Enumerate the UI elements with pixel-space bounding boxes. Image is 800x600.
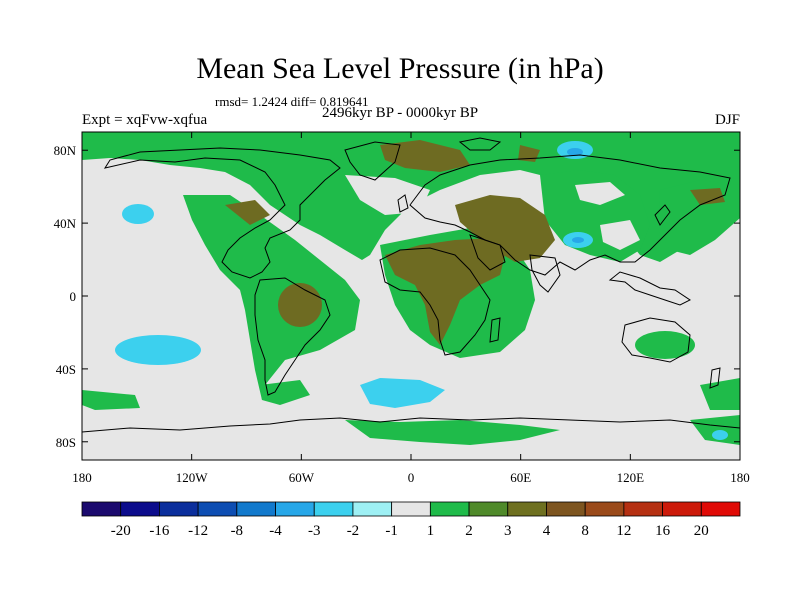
experiment-label: Expt = xqFvw-xqfua xyxy=(82,112,208,128)
colorbar-label: -8 xyxy=(231,523,244,539)
anomaly-region xyxy=(380,140,470,172)
colorbar-label: 1 xyxy=(427,523,435,539)
colorbar-swatch xyxy=(313,501,354,517)
colorbar-swatch xyxy=(700,501,741,517)
anomaly-region xyxy=(690,415,740,445)
y-tick-label: 40S xyxy=(56,362,76,377)
colorbar-label: 4 xyxy=(543,523,551,539)
coastline-australia xyxy=(621,317,691,363)
coastline-southeast-asia xyxy=(608,271,691,306)
anomaly-region xyxy=(115,335,201,365)
colorbar-label: -2 xyxy=(347,523,360,539)
colorbar-swatch xyxy=(352,501,393,517)
y-axis: 80N 40N 0 40S 80S xyxy=(54,143,740,450)
coastlines xyxy=(82,137,740,433)
colorbar-label: -4 xyxy=(269,523,282,539)
coastline-arabia xyxy=(469,234,506,271)
anomaly-olive-regions xyxy=(225,140,725,345)
colorbar-swatch xyxy=(159,501,199,517)
anomaly-region xyxy=(183,195,360,400)
anomaly-region xyxy=(360,378,445,408)
colorbar: -20 -16 -12 -8 -4 -3 -2 -1 1 2 3 4 8 12 16 20 xyxy=(81,501,741,539)
x-tick-label: 120W xyxy=(176,470,209,485)
y-tick-label: 0 xyxy=(70,289,77,304)
coastline-arctic-islands xyxy=(458,137,502,151)
period-subtitle: 2496kyr BP - 0000kyr BP xyxy=(321,105,479,121)
coastline-japan xyxy=(654,204,671,226)
anomaly-region xyxy=(712,430,728,440)
colorbar-swatch xyxy=(236,501,276,517)
anomaly-region xyxy=(260,380,310,405)
x-tick-label: 60E xyxy=(510,470,531,485)
colorbar-swatch xyxy=(120,501,160,517)
colorbar-swatch xyxy=(584,501,625,517)
coastline-new-zealand xyxy=(709,367,721,389)
colorbar-label: 20 xyxy=(694,523,709,539)
colorbar-swatch xyxy=(429,501,470,517)
neutral-patches xyxy=(345,175,640,250)
x-tick-label: 180 xyxy=(72,470,92,485)
anomaly-region xyxy=(690,188,725,205)
colorbar-label: 8 xyxy=(581,523,589,539)
x-axis: 180 120W 60W 0 60E 120E 180 xyxy=(72,132,750,485)
anomaly-region xyxy=(122,204,154,224)
x-tick-label: 60W xyxy=(289,470,315,485)
coastline-india xyxy=(529,254,561,293)
colorbar-label: -20 xyxy=(111,523,131,539)
colorbar-label: -16 xyxy=(149,523,169,539)
anomaly-region xyxy=(278,283,322,327)
coastline-south-america xyxy=(254,277,331,396)
colorbar-swatch xyxy=(391,501,431,517)
anomaly-blue-regions xyxy=(567,148,584,243)
colorbar-label: -12 xyxy=(188,523,208,539)
y-tick-label: 80S xyxy=(56,435,76,450)
coastline-madagascar xyxy=(489,317,501,343)
anomaly-region xyxy=(635,331,695,359)
anomaly-region xyxy=(572,237,584,243)
colorbar-label: 16 xyxy=(655,523,671,539)
stats-text: rmsd= 1.2424 diff= 0.819641 xyxy=(215,94,369,109)
map-title: Mean Sea Level Pressure (in hPa) xyxy=(196,52,604,85)
colorbar-label: 3 xyxy=(504,523,512,539)
coastline-africa xyxy=(379,247,491,356)
map-plot-area xyxy=(82,132,740,460)
colorbar-swatch xyxy=(623,501,663,517)
coastline-antarctica xyxy=(82,417,740,433)
season-label: DJF xyxy=(714,112,740,128)
x-tick-label: 120E xyxy=(617,470,645,485)
x-tick-label: 0 xyxy=(408,470,415,485)
coastline-uk xyxy=(397,194,409,213)
colorbar-label: -3 xyxy=(308,523,321,539)
anomaly-region xyxy=(345,420,560,445)
colorbar-swatch xyxy=(662,501,702,517)
neutral-region xyxy=(345,175,430,215)
colorbar-swatch xyxy=(275,501,315,517)
y-tick-label: 80N xyxy=(54,143,77,158)
colorbar-label: 12 xyxy=(616,523,631,539)
colorbar-swatch xyxy=(546,501,586,517)
anomaly-cyan-regions xyxy=(115,141,728,440)
anomaly-region xyxy=(385,238,505,345)
x-tick-label: 180 xyxy=(730,470,750,485)
neutral-region xyxy=(575,182,625,205)
coastline-north-america xyxy=(103,147,341,279)
colorbar-label: 2 xyxy=(465,523,473,539)
colorbar-swatch xyxy=(507,501,547,517)
colorbar-swatch xyxy=(197,501,238,517)
colorbar-label: -1 xyxy=(385,523,398,539)
neutral-region xyxy=(600,220,640,250)
anomaly-region xyxy=(455,195,555,262)
anomaly-region xyxy=(225,200,270,225)
coastline-greenland xyxy=(344,141,401,181)
colorbar-swatch xyxy=(468,501,509,517)
colorbar-swatch xyxy=(81,501,122,517)
anomaly-region xyxy=(518,145,540,162)
y-tick-label: 40N xyxy=(54,216,77,231)
anomaly-region xyxy=(567,148,583,156)
anomaly-region xyxy=(82,390,140,410)
